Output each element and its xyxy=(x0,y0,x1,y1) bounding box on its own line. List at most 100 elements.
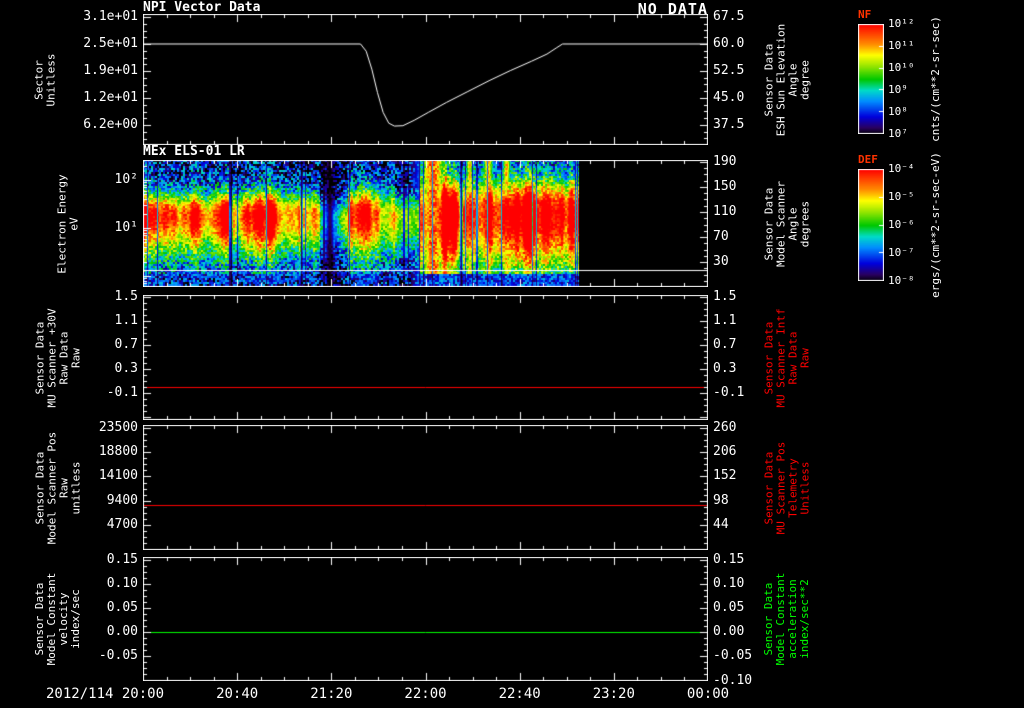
npi-vector-left-axis-label-line: Sector xyxy=(32,59,45,100)
model-constant-left-axis-label: Sensor Data Model Constant velocity index/s… xyxy=(33,557,82,681)
model-constant-left-tick-label: 0.15 xyxy=(106,551,138,567)
colorbar-def-tick-label: 10⁻⁵ xyxy=(888,190,915,203)
els-spectrogram-left-axis-label-line: Electron Energy xyxy=(55,173,68,274)
colorbar-unit-text: cnts/(cm**2-sr-sec) xyxy=(929,16,942,142)
els-spectrogram-right-axis-label-line: degrees xyxy=(798,200,811,247)
model-scanner-pos-right-tick-label: 44 xyxy=(713,516,729,532)
time-axis-tick-label: 22:00 xyxy=(404,686,447,702)
colorbar-nf-tick-label: 10⁹ xyxy=(888,83,908,96)
model-constant-right-tick-label: 0.05 xyxy=(713,600,745,616)
model-constant-left-axis-label-line: index/sec xyxy=(69,589,82,649)
npi-vector-right-axis-label-line: Sensor Data xyxy=(762,43,775,116)
time-axis-tick-label: 23:20 xyxy=(592,686,635,702)
mu-scanner-raw-right-tick-label: 0.7 xyxy=(713,336,737,352)
mu-scanner-raw-right-tick-label: 0.3 xyxy=(713,360,737,376)
els-spectrogram-left-tick-label: 10¹ xyxy=(114,219,138,235)
els-spectrogram-right-axis-label-line: Sensor Data xyxy=(762,187,775,260)
mu-scanner-raw-canvas xyxy=(143,295,708,420)
model-scanner-pos-left-axis-label-line: unitless xyxy=(69,461,82,514)
model-scanner-pos-left-tick-label: 23500 xyxy=(98,419,138,435)
npi-vector-left-tick-label: 3.1e+01 xyxy=(83,9,138,24)
time-axis-tick-label: 00:00 xyxy=(686,686,730,702)
mu-scanner-raw-right-axis-label: Sensor Data MU Scanner Intf Raw Data Raw xyxy=(762,295,811,420)
mu-scanner-raw-left-axis-label-line: Raw Data xyxy=(57,331,70,384)
els-spectrogram-right-tick-label: 150 xyxy=(713,179,737,194)
els-spectrogram-right-axis-label: Sensor Data Model Scanner Angle degrees xyxy=(762,160,811,287)
model-scanner-pos-right-tick-label: 152 xyxy=(713,468,737,484)
colorbar-nf-tick-label: 10¹² xyxy=(888,17,915,30)
time-axis-tick-label: 20:40 xyxy=(216,686,259,702)
npi-vector-left-tick-label: 1.2e+01 xyxy=(83,90,138,105)
model-scanner-pos-left-axis-label-line: Raw xyxy=(57,477,70,498)
model-constant-right-tick-label: -0.10 xyxy=(713,672,753,688)
colorbar-nf-unit-label: cnts/(cm**2-sr-sec) xyxy=(929,0,942,159)
mu-scanner-raw-left-axis-label-line: Sensor Data xyxy=(33,321,46,394)
model-scanner-pos-left-tick-label: 4700 xyxy=(106,517,138,532)
els-spectrogram-left-axis-label-line: eV xyxy=(67,216,80,231)
npi-vector-right-axis-label-line: ESH Sun Elevation xyxy=(774,23,787,136)
npi-vector-left-axis-label-line: Unitless xyxy=(44,53,57,106)
no-data-label: NO DATA xyxy=(637,0,708,18)
npi-vector-right-axis-label: Sensor Data ESH Sun Elevation Angle degree xyxy=(762,14,811,145)
els-spectrogram-right-tick-label: 190 xyxy=(713,154,737,169)
npi-vector-left-tick-label: 2.5e+01 xyxy=(83,36,138,51)
panel1-title: NPI Vector Data xyxy=(143,0,261,15)
mu-scanner-raw-right-tick-label: -0.1 xyxy=(713,384,745,400)
els-spectrogram-right-tick-label: 110 xyxy=(713,204,737,219)
mu-scanner-raw-left-axis-label: Sensor Data MU Scanner +30V Raw Data Raw xyxy=(33,295,82,420)
colorbar-def-tick-label: 10⁻⁴ xyxy=(888,162,915,175)
model-scanner-pos-left-axis-label-line: Model Scanner Pos xyxy=(45,431,58,544)
time-axis-tick-label: 22:40 xyxy=(498,686,541,702)
model-constant-right-tick-label: -0.05 xyxy=(713,648,753,664)
model-scanner-pos-left-tick-label: 18800 xyxy=(98,444,138,460)
colorbar-def-tick-label: 10⁻⁸ xyxy=(888,274,915,287)
colorbar-nf-tick-label: 10⁷ xyxy=(888,127,908,140)
model-constant-right-axis-label: Sensor Data Model Constant acceleration ind… xyxy=(762,557,811,681)
mu-scanner-raw-right-axis-label-line: MU Scanner Intf xyxy=(774,307,787,408)
els-spectrogram-left-axis-label: Electron Energy eV xyxy=(55,160,80,287)
els-spectrogram-right-axis-label-line: Model Scanner xyxy=(774,180,787,267)
model-constant-left-tick-label: 0.00 xyxy=(106,624,138,640)
model-scanner-pos-left-axis-label: Sensor Data Model Scanner Pos Raw unitless xyxy=(33,425,82,550)
npi-vector-right-axis-label-line: degree xyxy=(798,59,811,100)
npi-vector-right-tick-label: 52.5 xyxy=(713,62,745,78)
model-scanner-pos-right-tick-label: 98 xyxy=(713,492,729,508)
mu-scanner-raw-left-tick-label: 1.5 xyxy=(114,288,138,304)
colorbar-def-tick-label: 10⁻⁷ xyxy=(888,246,915,259)
model-scanner-pos-right-axis-label-line: MU Scanner Pos xyxy=(774,441,787,534)
model-scanner-pos-right-axis-label-line: Telemetry xyxy=(786,457,799,518)
els-spectrogram-right-tick-label: 70 xyxy=(713,229,729,244)
colorbar-nf xyxy=(858,24,884,134)
els-spectrogram-canvas xyxy=(143,160,708,287)
mu-scanner-raw-right-axis-label-line: Sensor Data xyxy=(762,321,775,394)
mu-scanner-raw-left-tick-label: 0.3 xyxy=(114,360,138,376)
model-scanner-pos-left-tick-label: 14100 xyxy=(98,468,138,484)
mu-scanner-raw-left-axis-label-line: Raw xyxy=(69,347,82,368)
npi-vector-left-tick-label: 6.2e+00 xyxy=(83,117,138,132)
colorbar-unit-text: ergs/(cm**2-sr-sec-eV) xyxy=(929,152,942,298)
npi-vector-right-tick-label: 60.0 xyxy=(713,35,745,51)
model-constant-right-axis-label-line: index/sec**2 xyxy=(798,579,811,659)
npi-vector-canvas xyxy=(143,14,708,145)
colorbar-nf-tick-label: 10¹¹ xyxy=(888,39,915,52)
model-scanner-pos-right-axis-label-line: Unitless xyxy=(798,461,811,514)
npi-vector-left-tick-label: 1.9e+01 xyxy=(83,63,138,78)
npi-vector-right-tick-label: 45.0 xyxy=(713,89,745,105)
model-constant-left-tick-label: 0.05 xyxy=(106,600,138,616)
mu-scanner-raw-left-tick-label: -0.1 xyxy=(106,384,138,400)
colorbar-def xyxy=(858,169,884,281)
model-constant-right-tick-label: 0.15 xyxy=(713,551,745,567)
mu-scanner-raw-right-axis-label-line: Raw xyxy=(798,347,811,368)
model-constant-left-tick-label: -0.05 xyxy=(98,648,138,664)
mu-scanner-raw-right-axis-label-line: Raw Data xyxy=(786,331,799,384)
time-axis-start-label: 2012/114 20:00 xyxy=(46,686,165,702)
mu-scanner-raw-left-tick-label: 1.1 xyxy=(114,312,138,328)
npi-vector-right-axis-label-line: Angle xyxy=(786,62,799,97)
model-scanner-pos-right-tick-label: 206 xyxy=(713,444,737,460)
model-scanner-pos-right-axis-label-line: Sensor Data xyxy=(762,451,775,524)
time-axis-tick-label: 21:20 xyxy=(310,686,353,702)
colorbar-nf-title: NF xyxy=(858,8,872,21)
model-constant-canvas xyxy=(143,557,708,681)
model-scanner-pos-right-axis-label: Sensor Data MU Scanner Pos Telemetry Unitle… xyxy=(762,425,811,550)
